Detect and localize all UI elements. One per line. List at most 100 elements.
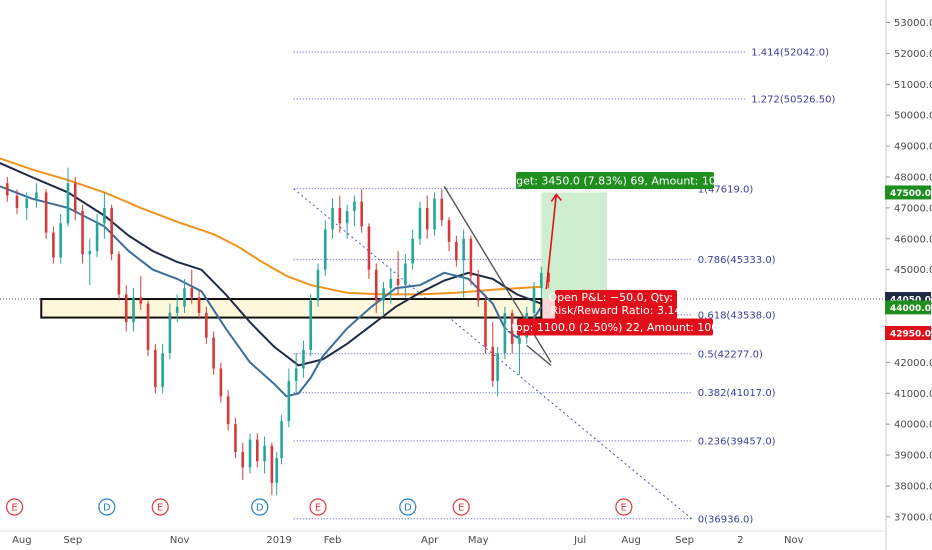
time-tick-label: 2019 bbox=[266, 535, 291, 546]
event-marker-letter: D bbox=[103, 503, 111, 514]
price-tick-label: 48000.0 bbox=[894, 173, 932, 184]
price-tick-label: 50000.0 bbox=[894, 111, 932, 122]
candle-body bbox=[110, 207, 113, 255]
event-marker-icon[interactable] bbox=[151, 498, 169, 516]
candle-body bbox=[5, 183, 9, 196]
event-marker-icon[interactable] bbox=[399, 498, 417, 516]
price-tick-label: 40000.0 bbox=[894, 420, 932, 431]
moving-average-line bbox=[0, 185, 543, 398]
event-marker-letter: D bbox=[404, 503, 412, 514]
price-tag bbox=[885, 185, 931, 200]
candle-body bbox=[476, 275, 480, 301]
candle-body bbox=[175, 306, 179, 313]
candle-body bbox=[73, 183, 77, 211]
time-tick-label: Aug bbox=[12, 535, 32, 546]
stop-label: Stop: 1100.0 (2.50%) 22, Amount: 1000 bbox=[505, 321, 726, 334]
candle-body bbox=[396, 278, 400, 286]
price-tick-label: 42000.0 bbox=[894, 358, 932, 369]
time-tick-label: Nov bbox=[784, 535, 804, 546]
moving-average-line bbox=[0, 157, 542, 296]
candle-body bbox=[440, 198, 444, 221]
price-tick-label: 51000.0 bbox=[894, 80, 932, 91]
fib-level-label: 1.272(50526.50) bbox=[751, 94, 835, 105]
position-profit-zone[interactable] bbox=[541, 192, 607, 300]
price-tick-label: 41000.0 bbox=[894, 389, 932, 400]
time-tick-label: Nov bbox=[170, 535, 190, 546]
candle-body bbox=[496, 353, 499, 381]
candle-body bbox=[433, 198, 436, 230]
fib-level-label: 0.5(42277.0) bbox=[698, 349, 763, 360]
event-marker-icon[interactable] bbox=[5, 498, 24, 516]
candle-body bbox=[234, 424, 237, 452]
candle-body bbox=[353, 201, 356, 211]
candle-body bbox=[226, 396, 230, 425]
candle-body bbox=[287, 380, 291, 422]
candle-body bbox=[469, 238, 473, 276]
time-tick-label: Feb bbox=[324, 535, 342, 546]
candle-body bbox=[484, 300, 487, 347]
candle-body bbox=[462, 238, 465, 261]
pnl-label: Open P&L: −50.0, Qty: 0 bbox=[548, 291, 683, 304]
candle-body bbox=[25, 198, 29, 208]
candle-body bbox=[263, 445, 266, 462]
price-tag-label: 44000.0 bbox=[890, 304, 931, 314]
trend-line[interactable] bbox=[526, 344, 552, 366]
event-marker-icon[interactable] bbox=[309, 498, 327, 516]
candle-body bbox=[139, 297, 143, 304]
event-marker-icon[interactable] bbox=[615, 498, 633, 516]
candle-body bbox=[389, 278, 393, 289]
moving-average-line bbox=[0, 162, 542, 367]
candle-body bbox=[205, 312, 208, 338]
candle-body bbox=[367, 226, 371, 270]
candle-body bbox=[491, 346, 495, 381]
stop-label-box[interactable] bbox=[517, 318, 713, 336]
candle-body bbox=[316, 269, 320, 301]
event-marker-letter: E bbox=[458, 503, 464, 514]
event-marker-icon[interactable] bbox=[98, 498, 116, 516]
price-tick-label: 37000.0 bbox=[894, 512, 932, 523]
candle-body bbox=[15, 195, 19, 208]
fib-trend-line[interactable] bbox=[293, 188, 693, 520]
pnl-box[interactable] bbox=[555, 290, 677, 321]
candle-body bbox=[447, 220, 451, 242]
candle-body bbox=[103, 207, 106, 224]
time-tick-label: May bbox=[468, 535, 489, 546]
candle-body bbox=[503, 312, 507, 354]
candle-body bbox=[241, 451, 245, 468]
candle-body bbox=[270, 445, 274, 483]
candle-body bbox=[275, 458, 279, 483]
price-tick-label: 46000.0 bbox=[894, 234, 932, 245]
candle-body bbox=[154, 350, 157, 388]
candle-body bbox=[323, 229, 327, 270]
event-marker-icon[interactable] bbox=[251, 498, 269, 516]
time-tick-label: Apr bbox=[421, 535, 439, 546]
candle-body bbox=[309, 300, 313, 350]
target-label: Target: 3450.0 (7.83%) 69, Amount: 1000 bbox=[499, 174, 730, 187]
support-zone-box[interactable] bbox=[40, 298, 543, 319]
fib-level-label: 0.236(39457.0) bbox=[698, 436, 776, 447]
price-tick-label: 47000.0 bbox=[894, 203, 932, 214]
candle-body bbox=[532, 288, 536, 313]
time-tick-label: Sep bbox=[675, 535, 694, 546]
price-tick-label: 53000.0 bbox=[894, 18, 932, 29]
fib-level-label: 0.618(43538.0) bbox=[698, 310, 776, 321]
candle-body bbox=[161, 353, 164, 388]
candle-body bbox=[425, 207, 429, 230]
candle-body bbox=[44, 192, 48, 233]
price-tick-label: 52000.0 bbox=[894, 49, 932, 60]
event-marker-icon[interactable] bbox=[452, 498, 470, 516]
candle-body bbox=[132, 297, 135, 323]
time-tick-label: 2 bbox=[737, 535, 743, 546]
trend-line[interactable] bbox=[443, 185, 552, 363]
target-label-box[interactable] bbox=[516, 171, 714, 189]
price-tag bbox=[885, 300, 931, 315]
candle-body bbox=[197, 297, 201, 313]
candle-body bbox=[418, 207, 422, 239]
event-marker-letter: E bbox=[315, 503, 321, 514]
candle-body bbox=[510, 312, 514, 344]
price-tick-label: 38000.0 bbox=[894, 481, 932, 492]
candle-body bbox=[374, 269, 378, 301]
candle-body bbox=[382, 288, 385, 301]
candle-body bbox=[95, 223, 99, 252]
